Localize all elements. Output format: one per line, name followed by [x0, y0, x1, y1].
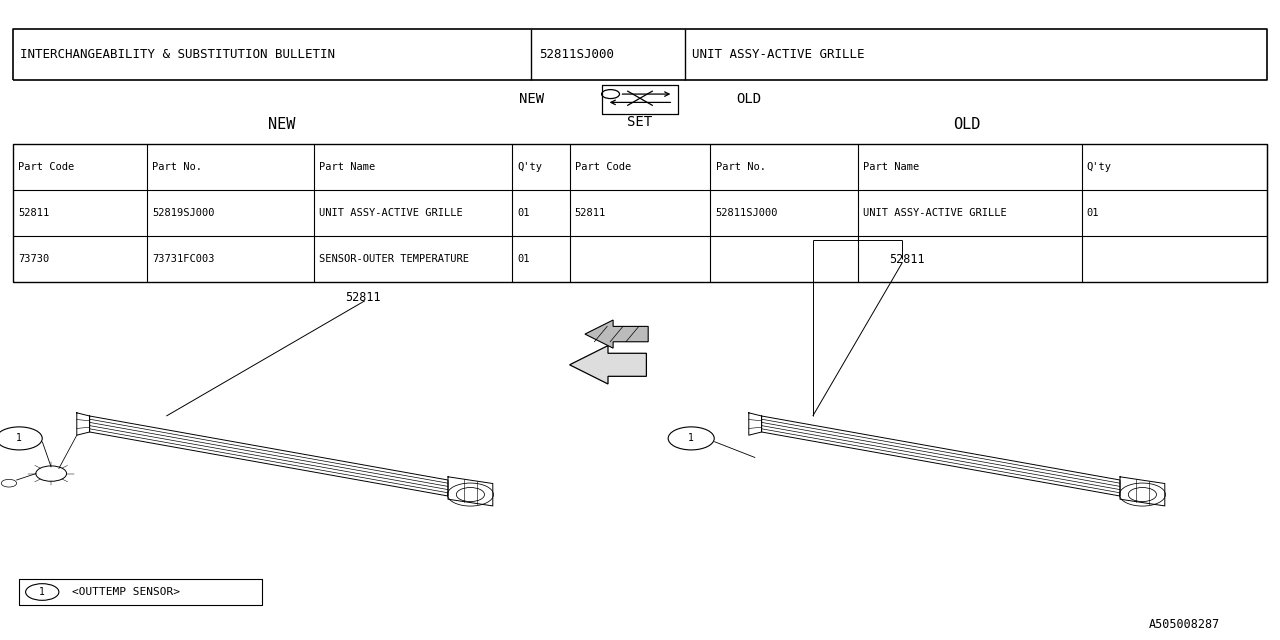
Text: Q'ty: Q'ty — [517, 162, 543, 172]
Text: INTERCHANGEABILITY & SUBSTITUTION BULLETIN: INTERCHANGEABILITY & SUBSTITUTION BULLET… — [20, 48, 335, 61]
Text: 52819SJ000: 52819SJ000 — [152, 208, 215, 218]
Text: Part Code: Part Code — [18, 162, 74, 172]
Text: Part Code: Part Code — [575, 162, 631, 172]
Text: 52811: 52811 — [575, 208, 605, 218]
Text: SET: SET — [627, 115, 653, 129]
Text: Part No.: Part No. — [152, 162, 202, 172]
Text: 01: 01 — [517, 254, 530, 264]
Text: 73731FC003: 73731FC003 — [152, 254, 215, 264]
Text: 52811: 52811 — [346, 291, 381, 304]
Text: Part No.: Part No. — [716, 162, 765, 172]
Text: 52811: 52811 — [890, 253, 925, 266]
Text: UNIT ASSY-ACTIVE GRILLE: UNIT ASSY-ACTIVE GRILLE — [319, 208, 462, 218]
Text: <OUTTEMP SENSOR>: <OUTTEMP SENSOR> — [72, 587, 179, 597]
Text: 52811SJ000: 52811SJ000 — [539, 48, 614, 61]
Polygon shape — [570, 346, 646, 384]
Text: OLD: OLD — [952, 117, 980, 132]
Text: 52811SJ000: 52811SJ000 — [716, 208, 778, 218]
Text: 01: 01 — [517, 208, 530, 218]
Text: A505008287: A505008287 — [1148, 618, 1220, 630]
Text: 1: 1 — [40, 587, 45, 597]
Text: 1: 1 — [17, 433, 22, 444]
Text: 73730: 73730 — [18, 254, 49, 264]
Text: 1: 1 — [689, 433, 694, 444]
Text: Part Name: Part Name — [319, 162, 375, 172]
Text: NEW: NEW — [518, 92, 544, 106]
Text: UNIT ASSY-ACTIVE GRILLE: UNIT ASSY-ACTIVE GRILLE — [692, 48, 865, 61]
Text: Q'ty: Q'ty — [1087, 162, 1112, 172]
Text: 01: 01 — [1087, 208, 1100, 218]
Text: SENSOR-OUTER TEMPERATURE: SENSOR-OUTER TEMPERATURE — [319, 254, 468, 264]
Polygon shape — [585, 320, 648, 348]
Text: Part Name: Part Name — [863, 162, 919, 172]
Text: 52811: 52811 — [18, 208, 49, 218]
Text: OLD: OLD — [736, 92, 762, 106]
Text: NEW: NEW — [268, 117, 296, 132]
Text: UNIT ASSY-ACTIVE GRILLE: UNIT ASSY-ACTIVE GRILLE — [863, 208, 1006, 218]
